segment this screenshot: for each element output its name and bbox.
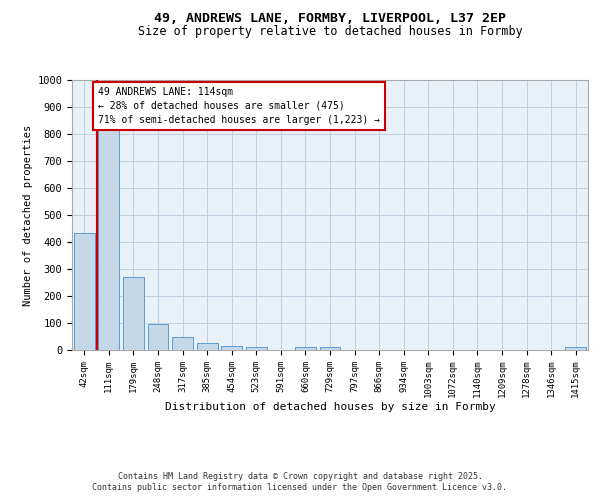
Bar [74, 232, 95, 350]
Bar [98, 126, 119, 350]
Bar [172, 336, 193, 350]
Text: Size of property relative to detached houses in Formby: Size of property relative to detached ho… [137, 25, 523, 38]
Bar [246, 348, 267, 350]
Bar [148, 324, 169, 350]
X-axis label: Distribution of detached houses by size in Formby: Distribution of detached houses by size … [164, 402, 496, 411]
Y-axis label: Number of detached properties: Number of detached properties [23, 124, 33, 306]
Bar [221, 346, 242, 350]
Bar [320, 348, 340, 350]
Text: Contains HM Land Registry data © Crown copyright and database right 2025.: Contains HM Land Registry data © Crown c… [118, 472, 482, 481]
Bar [295, 348, 316, 350]
Text: 49 ANDREWS LANE: 114sqm
← 28% of detached houses are smaller (475)
71% of semi-d: 49 ANDREWS LANE: 114sqm ← 28% of detache… [98, 87, 380, 124]
Text: 49, ANDREWS LANE, FORMBY, LIVERPOOL, L37 2EP: 49, ANDREWS LANE, FORMBY, LIVERPOOL, L37… [154, 12, 506, 26]
Bar [123, 277, 144, 350]
Bar [565, 348, 586, 350]
Bar [197, 344, 218, 350]
Text: Contains public sector information licensed under the Open Government Licence v3: Contains public sector information licen… [92, 484, 508, 492]
